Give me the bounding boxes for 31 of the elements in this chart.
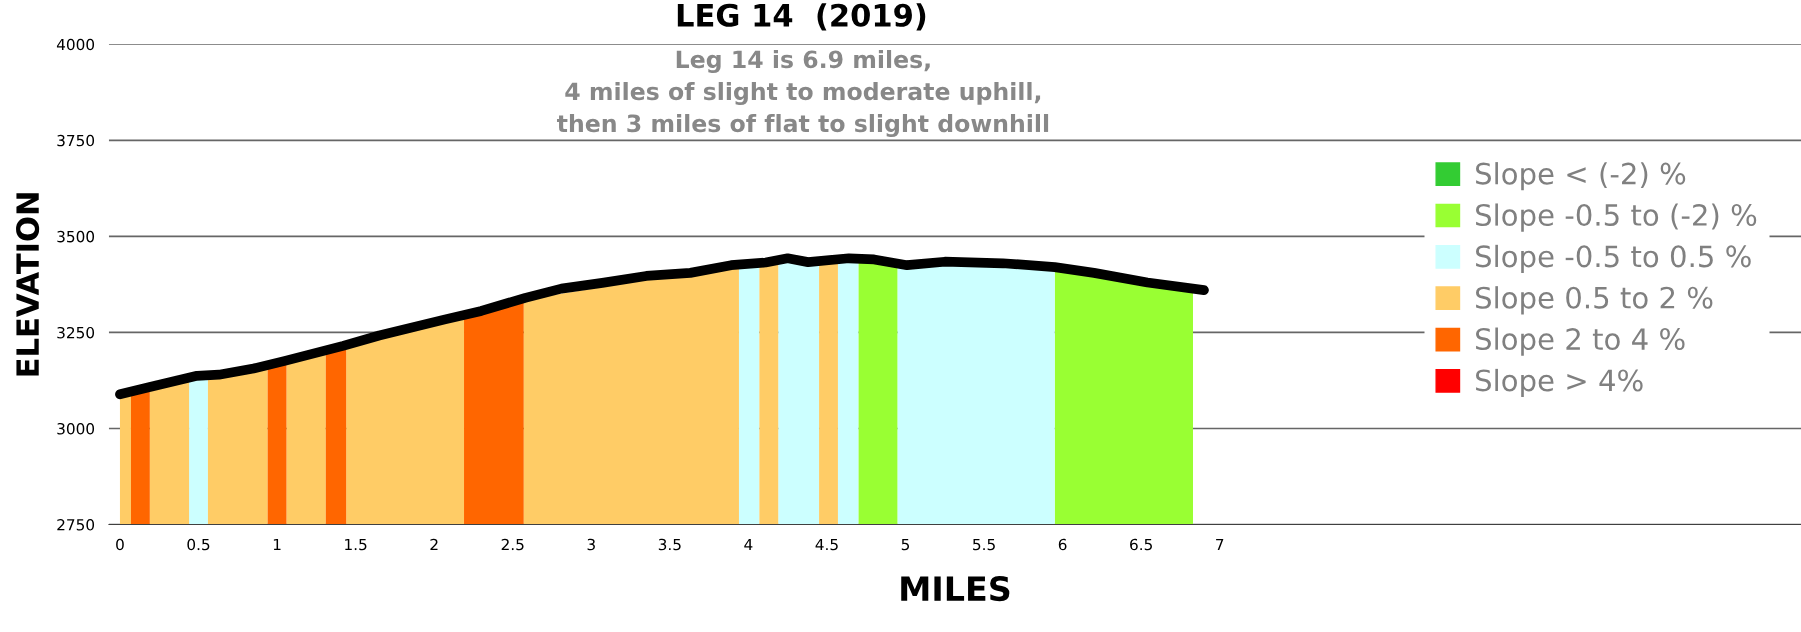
legend-label: Slope > 4% — [1476, 368, 1643, 398]
legend-label: Slope -0.5 to (-2) % — [1476, 203, 1757, 232]
y-tick-label: 3500 — [57, 230, 95, 243]
y-tick-label: 3750 — [57, 134, 95, 147]
x-tick-label: 1.5 — [345, 538, 367, 551]
x-tick-label: 4 — [744, 538, 753, 551]
x-tick-label: 3.5 — [658, 538, 681, 551]
chart-title: LEG 14 (2019) — [677, 3, 926, 31]
x-tick-label: 0.5 — [187, 538, 210, 551]
y-tick-label: 2750 — [57, 519, 95, 531]
legend-label: Slope 0.5 to 2 % — [1476, 286, 1713, 315]
x-tick-label: 6.5 — [1130, 538, 1152, 551]
x-tick-label: 3 — [587, 538, 595, 551]
x-tick-label: 7 — [1216, 538, 1224, 551]
x-tick-label: 6 — [1058, 538, 1067, 551]
x-tick-label: 0 — [116, 538, 124, 551]
x-axis-title: MILES — [901, 576, 1010, 602]
legend-label: Slope < (-2) % — [1476, 162, 1686, 191]
y-tick-label: 3000 — [57, 422, 95, 435]
x-tick-label: 2 — [430, 538, 438, 551]
x-tick-label: 5.5 — [973, 538, 995, 551]
x-tick-label: 5 — [901, 538, 910, 551]
x-tick-label: 2.5 — [501, 538, 524, 551]
x-tick-label: 4.5 — [815, 538, 838, 551]
legend-label: Slope 2 to 4 % — [1476, 327, 1685, 356]
y-tick-label: 4000 — [56, 38, 95, 51]
x-tick-label: 1 — [273, 538, 281, 551]
legend-label: Slope -0.5 to 0.5 % — [1476, 244, 1751, 274]
y-axis-title: ELEVATION — [16, 193, 40, 376]
text: Leg 14 is 6.9 miles, 4 miles of slight to moderate uphill, then 3 miles of flat to slight downhill — [556, 50, 1049, 138]
y-tick-label: 3250 — [57, 326, 95, 339]
